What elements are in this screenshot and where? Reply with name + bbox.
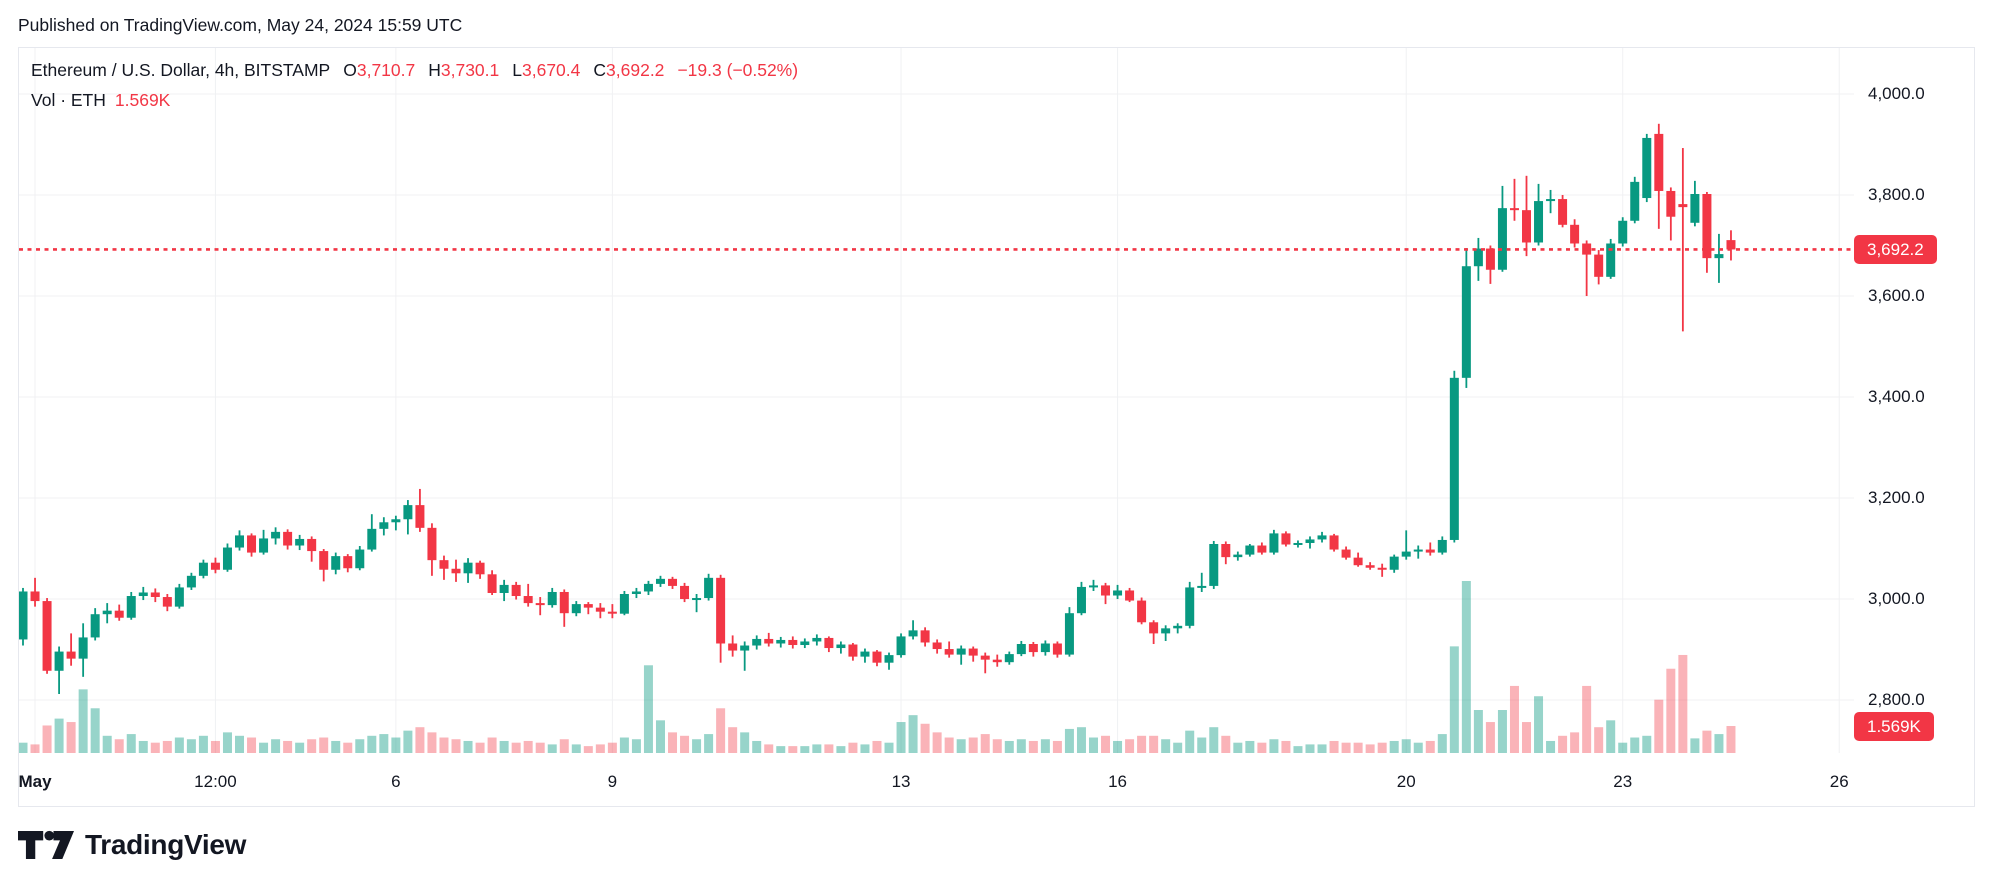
ohlc-key: L (512, 60, 522, 80)
ohlc-pair-l: L3,670.4 (512, 60, 580, 80)
published-caption: Published on TradingView.com, May 24, 20… (18, 15, 463, 35)
time-axis-label: 9 (607, 772, 618, 791)
ohlc-pair-c: C3,692.2 (593, 60, 664, 80)
ohlc-value: 3,730.1 (440, 60, 500, 80)
time-axis-label: 13 (891, 772, 911, 791)
price-axis-label: 3,600.0 (1868, 286, 1925, 306)
volume-value: 1.569K (114, 90, 171, 110)
price-axis-label: 3,000.0 (1868, 589, 1925, 609)
candlestick-plot[interactable] (19, 48, 1974, 806)
price-axis-label: 3,800.0 (1868, 185, 1925, 204)
ohlc-pair-o: O3,710.7 (343, 60, 415, 80)
ohlc-value: 3,692.2 (606, 60, 665, 80)
ohlc-key: C (593, 60, 607, 80)
price-axis-label: 2,800.0 (1868, 690, 1925, 710)
time-axis-label: 20 (1396, 772, 1416, 791)
volume-label: Vol · ETH (31, 90, 106, 110)
tradingview-logo[interactable]: TradingView (18, 828, 246, 862)
time-axis-label: May (18, 772, 52, 791)
tradingview-logo-icon (18, 830, 74, 859)
time-axis-label: 12:00 (194, 772, 237, 791)
volume-bars (19, 581, 1736, 753)
last-volume-badge: 1.569K (1854, 711, 1934, 741)
ohlc-key: O (343, 60, 357, 80)
ohlc-key: H (428, 60, 441, 80)
tradingview-wordmark: TradingView (85, 829, 247, 860)
time-axis-label: 6 (391, 772, 401, 791)
price-axis-label: 3,400.0 (1868, 387, 1925, 407)
ohlc-values: O3,710.7 H3,730.1 L3,670.4 C3,692.2 (330, 60, 664, 80)
time-axis-label: 23 (1613, 772, 1633, 791)
time-axis-label: 16 (1108, 772, 1127, 791)
price-axis-label: 3,200.0 (1868, 488, 1925, 508)
time-axis-label: 26 (1829, 772, 1849, 791)
symbol-title[interactable]: Ethereum / U.S. Dollar, 4h, BITSTAMP (31, 60, 331, 80)
ohlc-pair-h: H3,730.1 (428, 60, 499, 80)
gridlines (19, 48, 1854, 753)
last-price-badge: 3,692.2 (1854, 234, 1937, 264)
chart-container[interactable]: Ethereum / U.S. Dollar, 4h, BITSTAMP O3,7… (18, 47, 1975, 807)
change-value: −19.3 (−0.52%) (677, 60, 799, 80)
ohlc-value: 3,670.4 (522, 60, 581, 80)
price-axis[interactable]: 4,000.0 3,800.0 3,600.0 3,400.0 3,200.0 3,000… (1855, 48, 1974, 754)
price-axis-label: 4,000.0 (1868, 84, 1925, 103)
time-axis[interactable]: May 12:00 6 9 13 16 20 23 26 (18, 754, 1974, 806)
ohlc-value: 3,710.7 (356, 60, 416, 80)
candles (19, 123, 1736, 694)
chart-legend: Ethereum / U.S. Dollar, 4h, BITSTAMP O3,7… (31, 58, 798, 113)
